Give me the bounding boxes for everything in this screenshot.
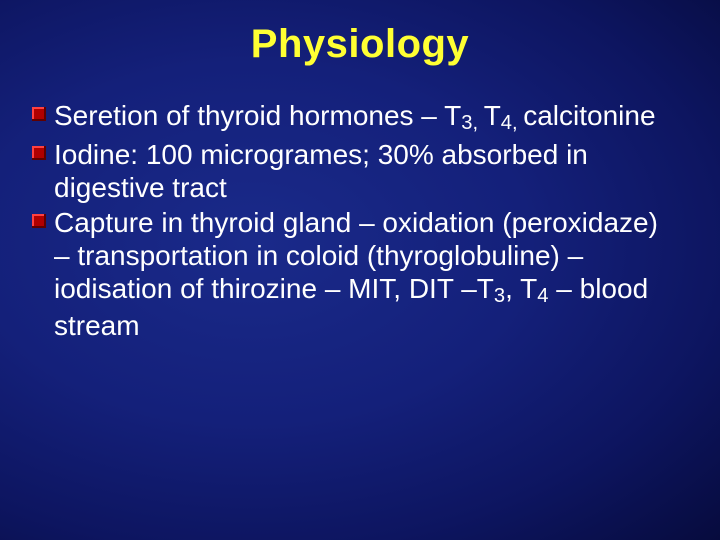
bullet-text: Capture in thyroid gland – oxidation (pe…	[54, 207, 658, 341]
bullet-list: Seretion of thyroid hormones – T3, T4, c…	[32, 99, 670, 342]
bullet-item: Capture in thyroid gland – oxidation (pe…	[32, 206, 670, 342]
bullet-text: Seretion of thyroid hormones – T3, T4, c…	[54, 100, 656, 131]
bullet-item: Seretion of thyroid hormones – T3, T4, c…	[32, 99, 670, 136]
bullet-marker-icon	[32, 146, 46, 160]
bullet-marker-icon	[32, 107, 46, 121]
bullet-item: Iodine: 100 microgrames; 30% absorbed in…	[32, 138, 670, 204]
bullet-marker-icon	[32, 214, 46, 228]
bullet-text: Iodine: 100 microgrames; 30% absorbed in…	[54, 139, 588, 203]
slide-title: Physiology	[0, 22, 720, 67]
